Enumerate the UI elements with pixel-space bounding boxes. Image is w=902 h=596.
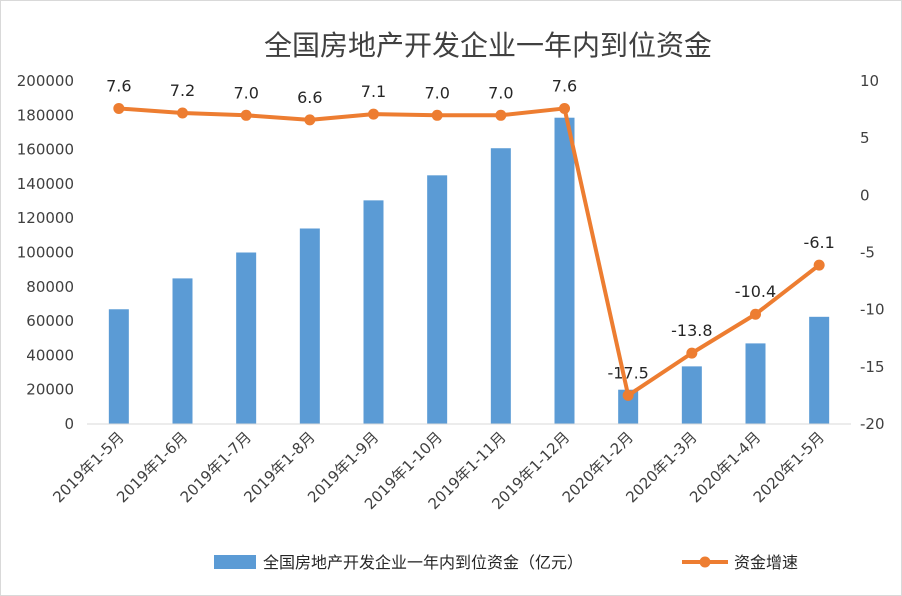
data-label: 7.0 — [424, 83, 449, 102]
y-left-tick-label: 80000 — [26, 278, 74, 296]
bar — [745, 343, 766, 424]
bar — [681, 366, 702, 424]
line-marker — [559, 102, 570, 114]
bar — [809, 316, 830, 424]
line-marker — [622, 389, 634, 401]
legend-label-bar: 全国房地产开发企业一年内到位资金（亿元） — [263, 553, 583, 572]
bar — [108, 309, 129, 424]
y-left-tick-label: 0 — [64, 415, 74, 433]
legend-swatch-marker — [699, 556, 711, 568]
y-right-tick-label: -10 — [860, 301, 885, 319]
bar — [427, 175, 448, 424]
line-marker — [750, 308, 761, 320]
y-right-tick-label: -5 — [860, 244, 875, 262]
y-right-tick-label: 0 — [860, 186, 870, 204]
line-marker — [813, 259, 825, 271]
legend-label-line: 资金增速 — [734, 553, 798, 572]
y-left-tick-label: 100000 — [17, 244, 74, 262]
data-label: 7.2 — [170, 81, 195, 100]
bar — [236, 252, 257, 424]
line-marker — [368, 108, 379, 120]
chart-title: 全国房地产开发企业一年内到位资金 — [264, 29, 712, 62]
y-left-tick-label: 40000 — [26, 346, 74, 364]
bar — [172, 278, 193, 424]
y-left-tick-label: 120000 — [17, 209, 74, 227]
bar — [618, 389, 639, 424]
line-marker — [495, 109, 507, 121]
y-right-tick-label: -15 — [860, 358, 885, 376]
data-label: 7.1 — [361, 82, 386, 101]
line-marker — [177, 107, 188, 119]
data-label: 7.6 — [552, 76, 577, 95]
y-right-tick-label: 10 — [860, 72, 879, 90]
y-left-tick-label: 200000 — [17, 72, 74, 90]
line-marker — [304, 114, 316, 126]
data-label: -17.5 — [607, 363, 648, 382]
y-axis-left: 0 20000 40000 60000 80000 100000 120000 140000 1… — [17, 72, 74, 433]
bar — [363, 200, 384, 424]
legend-swatch-bar — [214, 555, 256, 569]
data-label: 7.0 — [233, 83, 258, 102]
data-label: -10.4 — [735, 282, 776, 301]
bar — [554, 117, 575, 425]
data-label: 7.6 — [106, 76, 131, 95]
data-label: -6.1 — [804, 233, 835, 252]
line-marker — [686, 347, 698, 359]
bar — [490, 148, 511, 424]
bar — [299, 228, 320, 424]
growth-line — [118, 106, 821, 398]
line-series: 7.6 7.2 7.0 6.6 7.1 7.0 7.0 7.6 -17.5 -13.8 -10.4 -… — [106, 76, 835, 401]
bar-series — [108, 117, 830, 425]
y-left-tick-label: 140000 — [17, 175, 74, 193]
data-label: -13.8 — [671, 321, 712, 340]
y-right-tick-label: -20 — [860, 415, 885, 433]
x-axis: 2019年1-5月2019年1-6月2019年1-7月2019年1-8月2019… — [49, 428, 828, 513]
y-left-tick-label: 180000 — [17, 106, 74, 124]
data-label: 7.0 — [488, 83, 513, 102]
y-left-tick-label: 20000 — [26, 381, 74, 399]
line-marker — [431, 109, 443, 121]
y-left-tick-label: 160000 — [17, 141, 74, 159]
data-label: 6.6 — [297, 88, 322, 107]
line-marker — [240, 109, 252, 121]
y-axis-right: -20 -15 -10 -5 0 5 10 — [860, 72, 885, 433]
y-left-tick-label: 60000 — [26, 312, 74, 330]
legend: 全国房地产开发企业一年内到位资金（亿元） 资金增速 — [214, 553, 798, 572]
line-marker — [113, 102, 125, 114]
y-right-tick-label: 5 — [860, 129, 870, 147]
